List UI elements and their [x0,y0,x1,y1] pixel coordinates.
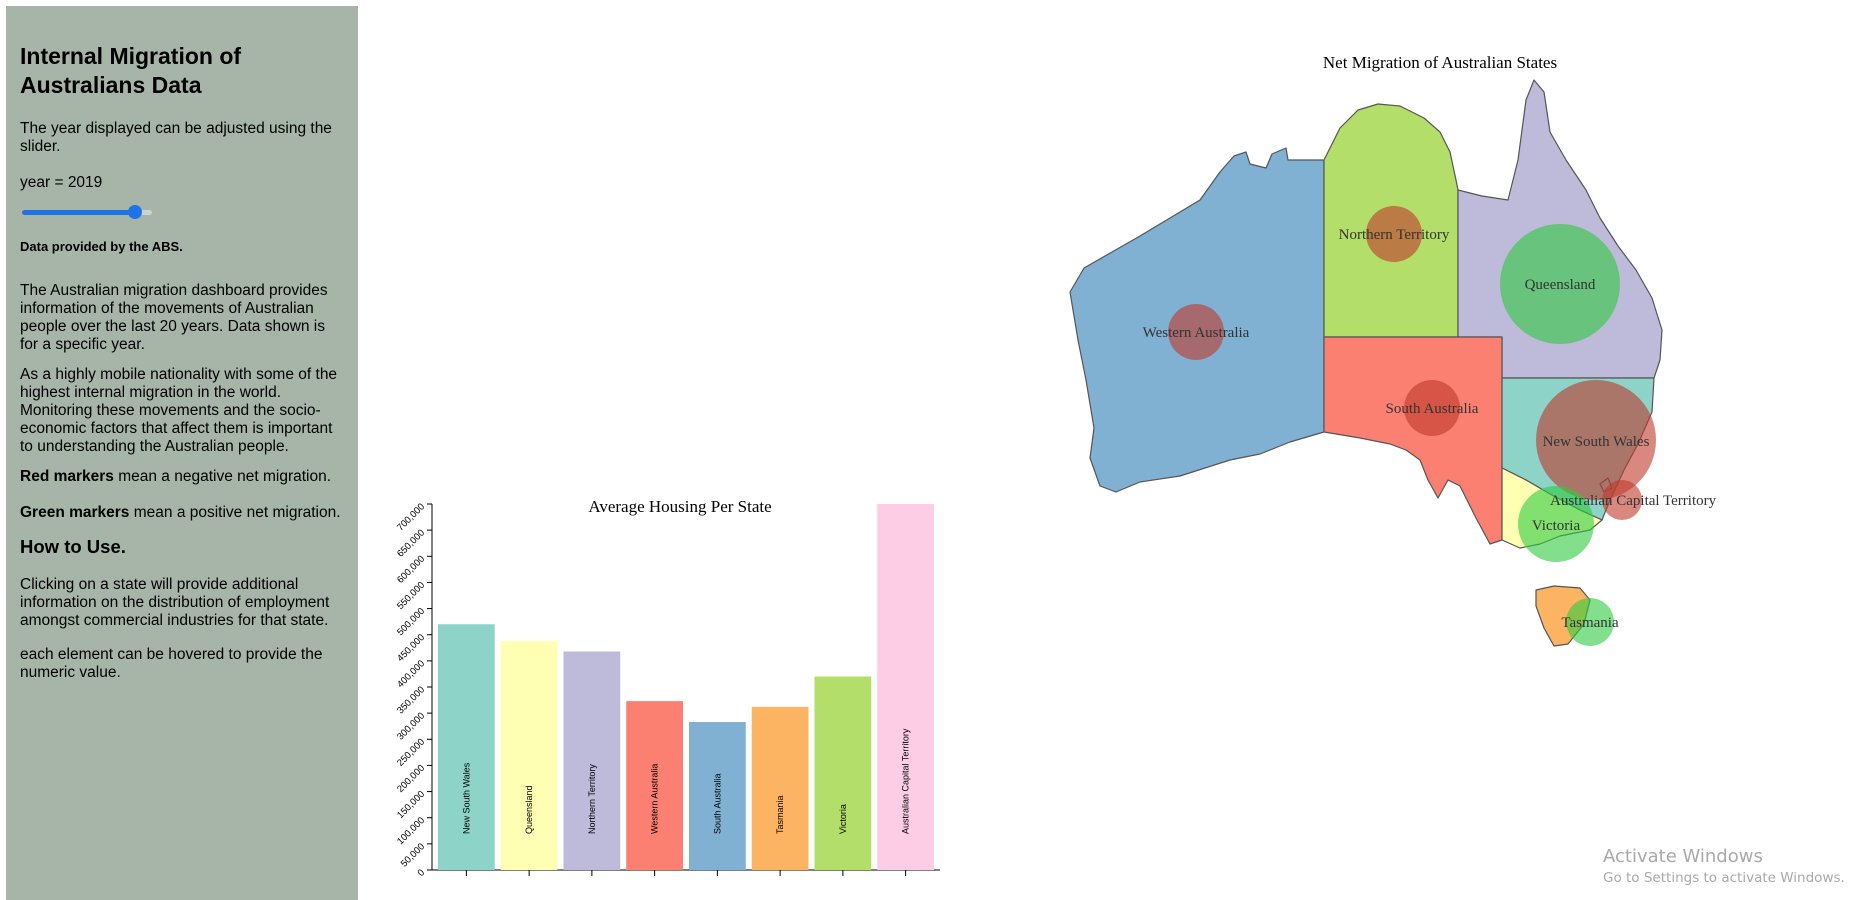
watermark-line-2: Go to Settings to activate Windows. [1603,870,1845,886]
state-label: Tasmania [1561,615,1619,631]
state-label: New South Wales [1543,434,1650,450]
bar-label: New South Wales [461,762,471,834]
migration-marker[interactable] [1602,480,1642,520]
y-tick-label: 500,000 [395,606,427,638]
bar-chart-x-axis [432,869,940,876]
bar[interactable] [626,701,683,870]
red-markers-note: Red markers mean a negative net migratio… [20,468,344,486]
year-label: year = 2019 [20,174,103,191]
migration-marker[interactable] [1536,380,1656,500]
green-markers-note: Green markers mean a positive net migrat… [20,504,344,522]
state-label: South Australia [1386,401,1479,417]
migration-marker[interactable] [1168,304,1224,360]
green-markers-label: Green markers [20,504,130,521]
green-markers-text: mean a positive net migration. [129,504,341,521]
migration-map: Net Migration of Australian States Weste… [1069,53,1717,647]
bar-label: Western Australia [650,764,660,834]
bar-label: Australian Capital Territory [901,728,911,834]
migration-marker[interactable] [1566,598,1614,646]
migration-marker[interactable] [1500,224,1620,344]
state-label: Australian Capital Territory [1550,493,1717,509]
how-to-hover-text: each element can be hovered to provide t… [20,646,323,681]
how-to-use-heading: How to Use. [20,536,126,557]
red-markers-text: mean a negative net migration. [113,468,332,485]
y-tick-label: 450,000 [395,632,427,664]
migration-marker[interactable] [1404,380,1460,436]
bar-chart-y-axis: 050,000100,000150,000200,000250,000300,0… [395,501,433,879]
page-title: Internal Migration of Australians Data [20,43,242,98]
bar[interactable] [563,651,621,870]
map-markers [1168,206,1656,646]
migration-marker[interactable] [1518,486,1594,562]
bar[interactable] [500,640,558,870]
map-states [1069,79,1663,647]
bar-label: Victoria [838,804,848,834]
bar-label: Tasmania [775,795,785,834]
slider-instructions: The year displayed can be adjusted using… [20,120,332,155]
watermark-line-1: Activate Windows [1603,846,1763,867]
bar[interactable] [438,624,495,870]
bar[interactable] [814,676,872,870]
y-tick-label: 350,000 [395,684,427,716]
state-label: Northern Territory [1339,227,1450,243]
y-tick-label: 0 [416,867,428,879]
bar-label: South Australia [712,773,722,834]
map-title: Net Migration of Australian States [1323,53,1557,72]
how-to-click-text: Clicking on a state will provide additio… [20,576,330,629]
map-state[interactable] [1323,336,1503,545]
y-tick-label: 250,000 [395,737,427,769]
intro-text: The Australian migration dashboard provi… [20,282,328,353]
y-tick-label: 200,000 [395,763,427,795]
state-label: Queensland [1525,277,1596,293]
year-slider[interactable] [22,204,152,220]
data-source: Data provided by the ABS. [20,239,183,254]
state-label: Victoria [1532,518,1581,534]
state-label: Western Australia [1143,325,1250,341]
bar-label: Queensland [524,785,534,834]
y-tick-label: 700,000 [395,501,427,533]
year-slider-fill [22,210,136,215]
bar[interactable] [689,722,746,870]
bar[interactable] [751,706,809,870]
bar-chart-bars: New South Wales Queensland Northern Territ… [438,504,934,870]
y-tick-label: 150,000 [395,789,427,821]
bar-label: Northern Territory [587,764,597,834]
mobility-text: As a highly mobile nationality with some… [20,366,338,455]
year-slider-thumb[interactable] [128,205,143,219]
bar-chart-title: Average Housing Per State [588,497,771,516]
sidebar: Internal Migration of Australians Data T… [6,6,358,900]
red-markers-label: Red markers [20,468,114,485]
y-tick-label: 100,000 [395,815,427,847]
y-tick-label: 600,000 [395,554,427,586]
housing-bar-chart: Average Housing Per State 050,000100,000… [395,497,940,879]
y-tick-label: 550,000 [395,580,427,612]
y-tick-label: 300,000 [395,710,427,742]
y-tick-label: 650,000 [395,527,427,559]
bar[interactable] [877,504,934,870]
activate-windows-watermark: Activate Windows Go to Settings to activ… [1603,846,1845,888]
map-labels: Western Australia Northern Territory Queen… [1143,227,1717,631]
y-tick-label: 400,000 [395,658,427,690]
migration-marker[interactable] [1366,206,1422,262]
